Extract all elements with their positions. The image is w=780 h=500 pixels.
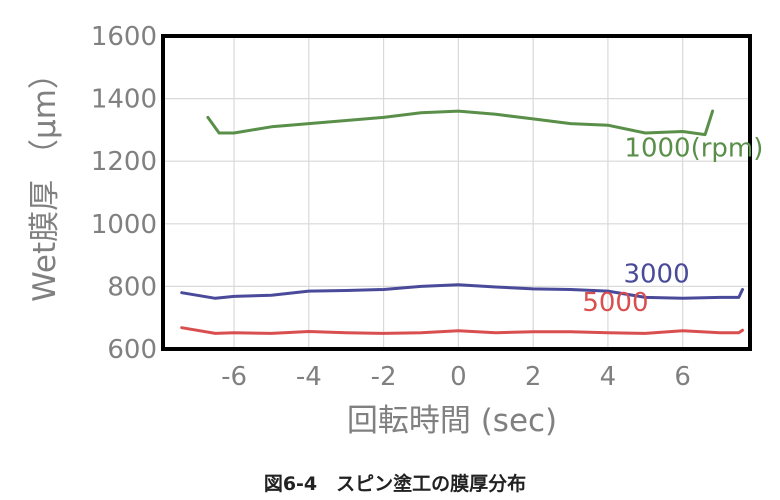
series-lines	[180, 109, 744, 335]
y-axis-label: Wet膜厚 （μm）	[27, 58, 63, 302]
x-tick-label: -6	[221, 362, 247, 392]
x-tick-label: 0	[450, 362, 467, 392]
y-tick-label: 1200	[91, 147, 157, 177]
x-tick-label: -2	[371, 362, 397, 392]
x-tick-label: 2	[525, 362, 542, 392]
y-tick-labels: 600 800 1000 1200 1400 1600	[91, 22, 157, 365]
series-line-3000	[180, 283, 744, 300]
series-line-1000rpm	[206, 109, 715, 137]
figure-caption: 図6-4 スピン塗工の膜厚分布	[264, 472, 526, 495]
x-tick-label: 4	[600, 362, 617, 392]
series-label: 1000(rpm)	[624, 134, 763, 164]
x-tick-labels: -6 -4 -2 0 2 4 6	[221, 362, 691, 392]
y-tick-label: 1400	[91, 85, 157, 115]
x-tick-label: -4	[296, 362, 322, 392]
y-tick-label: 600	[107, 335, 157, 365]
y-tick-label: 800	[107, 272, 157, 302]
series-line-5000	[180, 326, 744, 335]
x-tick-label: 6	[674, 362, 691, 392]
y-tick-label: 1600	[91, 22, 157, 52]
x-axis-label: 回転時間 (sec)	[347, 403, 557, 439]
y-tick-label: 1000	[91, 210, 157, 240]
gridlines	[163, 35, 750, 350]
plot-frame	[161, 34, 752, 351]
series-label: 5000	[582, 288, 648, 318]
series-label: 3000	[623, 260, 689, 290]
